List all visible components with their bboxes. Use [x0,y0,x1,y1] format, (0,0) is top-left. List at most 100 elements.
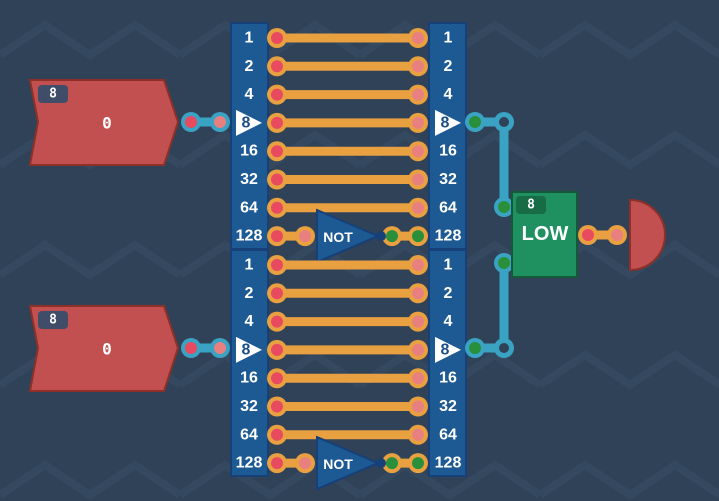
output-pin[interactable] [271,457,283,470]
output-pin[interactable] [271,287,283,300]
merger-bit-label: 2 [444,285,453,302]
not-input-pin[interactable] [299,230,311,243]
splitter-bit-label: 4 [245,313,254,330]
splitter-bit-label: 32 [240,398,258,415]
output-input-pin[interactable] [611,229,623,241]
splitter-bit-label: 2 [245,285,254,302]
output-pin[interactable] [271,116,283,129]
not-gate-label: NOT [323,229,353,245]
input-pin[interactable] [412,259,424,271]
output-pin[interactable] [271,372,283,385]
output-pin[interactable] [271,145,283,158]
input-pin[interactable] [412,372,424,385]
not-gate-label: NOT [323,456,353,472]
output-pin[interactable] [271,315,283,328]
bit-width-badge [38,311,68,329]
splitter-bit-label: 16 [240,370,258,387]
splitter-bit-label: 8 [242,114,251,131]
input-output-pin[interactable] [185,116,197,128]
input-pin[interactable] [412,287,424,300]
merger-output-pin[interactable] [469,342,481,354]
output-pin[interactable] [271,88,283,101]
merger[interactable] [428,249,467,477]
splitter-bit-label: 16 [240,143,258,160]
input-pin[interactable] [412,116,424,129]
merger-bit-label: 1 [444,30,453,47]
merger-bit-label: 128 [435,455,462,472]
input-pin[interactable] [412,145,424,158]
splitter-input-pin[interactable] [214,342,226,354]
input-pin[interactable] [412,173,424,186]
low-input-a-pin[interactable] [498,201,510,213]
low-label: LOW [522,223,569,245]
not-input-pin[interactable] [299,457,311,470]
merger-bit-label: 32 [439,171,457,188]
merger-bit-label: 4 [444,313,453,330]
splitter-bit-label: 1 [245,257,254,274]
bus-joint-hole [499,117,509,127]
splitter-bit-label: 128 [236,228,263,245]
output-pin[interactable] [271,400,283,413]
merger-bit-label: 1 [444,257,453,274]
not-output-pin[interactable] [386,457,398,470]
merger-bit-label: 32 [439,398,457,415]
input-pin[interactable] [412,400,424,413]
low-input-b-pin[interactable] [498,257,510,269]
splitter-bit-label: 64 [240,426,258,443]
splitter-bit-label: 32 [240,171,258,188]
splitter-bit-label: 64 [240,199,258,216]
not-gate[interactable] [316,208,381,264]
bit-output[interactable] [629,198,666,272]
output-pin[interactable] [271,201,283,214]
splitter[interactable] [230,249,269,477]
merger[interactable] [428,22,467,250]
splitter-bit-label: 8 [242,341,251,358]
merger-bit-label: 2 [444,58,453,75]
input-pin[interactable] [412,343,424,356]
bus-arrow-icon [236,109,262,136]
input-pin[interactable] [412,201,424,214]
output-pin[interactable] [271,343,283,356]
bus-arrow-icon [236,336,262,363]
output-pin[interactable] [271,259,283,271]
input-pin[interactable] [412,32,424,44]
input-pin[interactable] [412,60,424,73]
not-gate[interactable] [316,435,381,491]
merger-bit-label: 8 [441,114,450,131]
merger-bit-label: 64 [439,426,457,443]
input-pin[interactable] [412,457,424,470]
splitter-input-pin[interactable] [214,116,226,128]
input-pin[interactable] [412,315,424,328]
output-pin[interactable] [271,230,283,243]
input-value: 0 [102,114,112,133]
input-output-pin[interactable] [185,342,197,354]
low-bit-width: 8 [527,198,535,213]
splitter-bit-label: 2 [245,58,254,75]
bit-width-badge [516,196,546,214]
output-pin[interactable] [271,32,283,44]
merger-bit-label: 64 [439,199,457,216]
output-pin[interactable] [271,428,283,441]
low-output-pin[interactable] [582,229,594,241]
input-pin[interactable] [412,88,424,101]
merger-bit-label: 4 [444,86,453,103]
bus-joint-hole [499,343,509,353]
splitter-bit-label: 128 [236,455,263,472]
bit-width-badge [38,85,68,103]
input-pin[interactable] [412,428,424,441]
merger-bit-label: 8 [441,341,450,358]
merger-output-pin[interactable] [469,116,481,128]
splitter-bit-label: 4 [245,86,254,103]
input-bit-width: 8 [49,87,57,102]
not-output-pin[interactable] [386,230,398,243]
output-pin[interactable] [271,173,283,186]
bus-arrow-icon [435,336,461,363]
output-pin[interactable] [271,60,283,73]
not-bubble [376,231,386,242]
input-bit-width: 8 [49,313,57,328]
input-pin[interactable] [412,230,424,243]
merger-bit-label: 16 [439,370,457,387]
bus-arrow-icon [435,109,461,136]
